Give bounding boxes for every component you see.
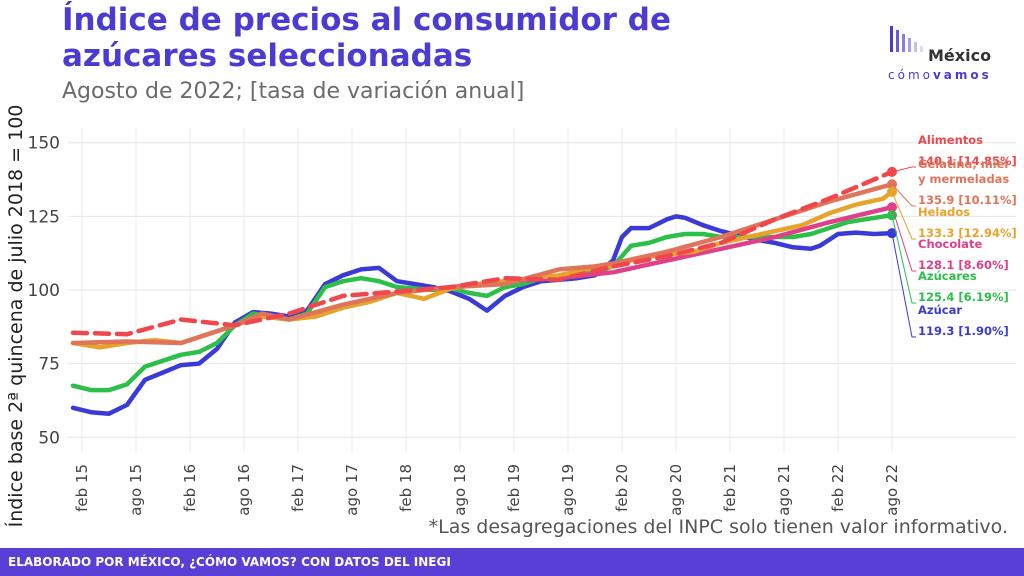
- series-line-gelatina-miel-y-mermeladas: [70, 182, 895, 346]
- series-value-label: 128.1 [8.60%]: [918, 258, 1009, 272]
- y-axis-label: Índice base 2ª quincena de julio 2018 = …: [4, 105, 27, 528]
- series-line-helados: [70, 189, 895, 350]
- y-tick-label: 50: [38, 428, 60, 448]
- logo-subtitle: cómovamos: [888, 68, 992, 82]
- footnote: *Las desagregaciones del INPC solo tiene…: [428, 516, 1008, 538]
- series-value-label: 125.4 [6.19%]: [918, 290, 1009, 304]
- x-tick-label: ago 21: [775, 464, 793, 516]
- mexico-como-vamos-logo: México cómovamos: [888, 24, 1000, 84]
- logo-word: México: [928, 46, 992, 65]
- series-name-label: Azúcar: [918, 303, 962, 317]
- series-value-label: 119.3 [1.90%]: [918, 324, 1009, 338]
- x-tick-label: feb 15: [73, 464, 91, 512]
- leader-line: [891, 207, 916, 272]
- y-tick-label: 125: [28, 207, 60, 227]
- leader-line: [891, 233, 916, 338]
- x-tick-label: ago 20: [667, 464, 685, 516]
- x-tick-label: feb 22: [829, 464, 847, 512]
- series-value-label: 133.3 [12.94%]: [918, 226, 1017, 240]
- logo-sub-bold: vamos: [932, 68, 992, 82]
- series-name-label: Alimentos: [918, 133, 983, 147]
- logo-sub-light: cómo: [888, 68, 933, 82]
- series-name-label: y mermeladas: [918, 172, 1009, 186]
- series-name-label: Azúcares: [918, 269, 977, 283]
- series-name-label: Chocolate: [918, 237, 982, 251]
- y-tick-label: 150: [28, 134, 60, 154]
- x-tick-label: feb 16: [181, 464, 199, 512]
- x-tick-label: ago 15: [127, 464, 145, 516]
- leader-line: [891, 215, 916, 304]
- x-tick-label: feb 20: [613, 464, 631, 512]
- x-tick-label: ago 18: [451, 464, 469, 516]
- x-tick-label: feb 21: [721, 464, 739, 512]
- bars-logo-icon: [890, 26, 923, 52]
- series-name-label: Helados: [918, 205, 970, 219]
- x-tick-label: ago 22: [883, 464, 901, 516]
- y-tick-label: 75: [38, 355, 60, 375]
- y-axis: 50 75 100 125 150: [28, 134, 60, 449]
- series-lines: [70, 166, 897, 416]
- series-value-label: 140.1 [14.85%]: [918, 154, 1017, 168]
- x-tick-label: ago 16: [235, 464, 253, 516]
- series-name-label: Gelatina, miel: [918, 157, 1008, 171]
- series-value-label: 135.9 [10.11%]: [918, 193, 1017, 207]
- chart-title: Índice de precios al consumidor de azúca…: [62, 2, 671, 74]
- series-line-alimentos: [70, 169, 895, 337]
- y-tick-label: 100: [28, 281, 60, 301]
- x-tick-label: feb 18: [397, 464, 415, 512]
- x-tick-label: ago 17: [343, 464, 361, 516]
- x-tick-label: ago 19: [559, 464, 577, 516]
- x-tick-label: feb 17: [289, 464, 307, 512]
- leader-line: [891, 183, 916, 207]
- x-tick-label: feb 19: [505, 464, 523, 512]
- x-axis: feb 15 ago 15 feb 16 ago 16 feb 17 ago 17 feb …: [73, 464, 901, 516]
- grid: [68, 128, 1016, 452]
- chart-subtitle: Agosto de 2022; [tasa de variación anual…: [62, 79, 525, 104]
- leader-line: [891, 166, 916, 173]
- leader-line: [891, 191, 916, 240]
- footer-credit: ELABORADO POR MÉXICO, ¿CÓMO VAMOS? CON D…: [0, 548, 1024, 576]
- series-line-az-car: [70, 214, 895, 416]
